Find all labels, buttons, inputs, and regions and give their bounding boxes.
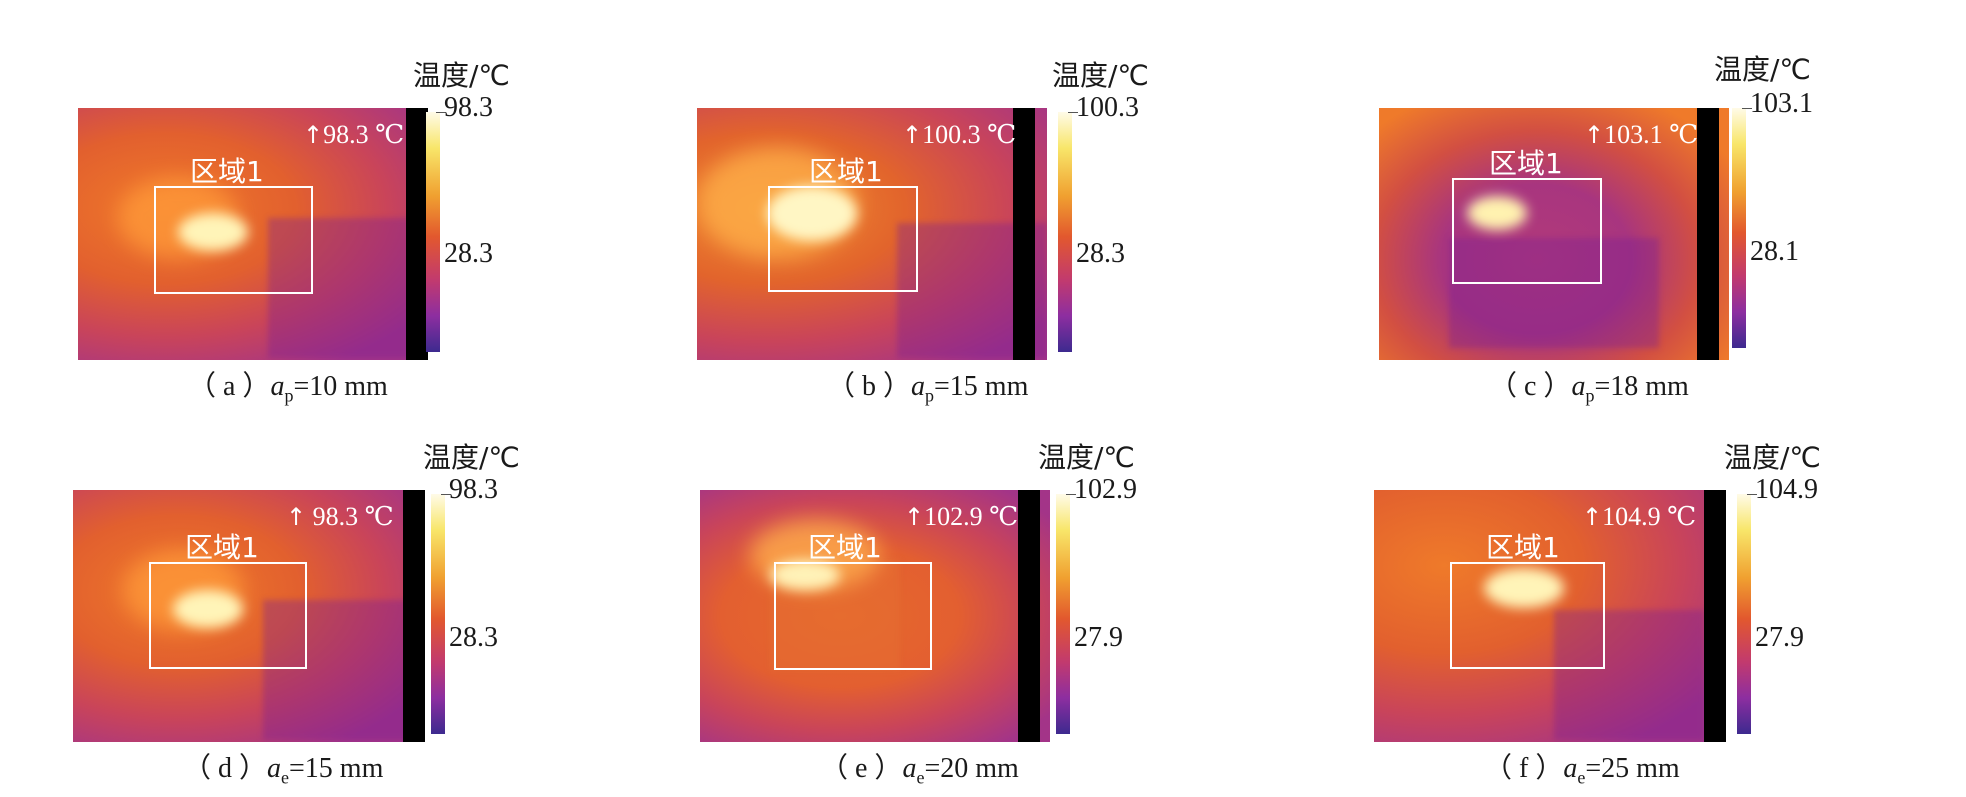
max-temp-label: ↑102.9 ℃ — [904, 502, 1018, 532]
colorbar-mid: 27.9 — [1074, 622, 1123, 653]
region-box — [768, 186, 918, 292]
black-bar — [1013, 108, 1035, 360]
unit-label: 温度/℃ — [1052, 59, 1149, 92]
region-box — [1450, 562, 1605, 669]
max-temp-unit: ℃ — [375, 120, 405, 149]
colorbar — [1732, 108, 1746, 348]
colorbar-max: 103.1 — [1750, 88, 1813, 119]
max-temp-label: ↑104.9 ℃ — [1582, 502, 1696, 532]
max-temp-label: ↑100.3 ℃ — [902, 120, 1016, 150]
max-temp-value: 100.3 — [922, 120, 981, 149]
region-label: 区域1 — [190, 155, 264, 188]
colorbar-max: 98.3 — [444, 92, 493, 123]
thermal-panel-e: 温度/℃ 区域1 ↑102.9 ℃ 102.9 27.9 （ e ）ae=20 … — [700, 440, 1260, 788]
thermal-image — [78, 108, 428, 360]
thermal-panel-f: 温度/℃ 区域1 ↑104.9 ℃ 104.9 27.9 （ f ）ae=25 … — [1374, 440, 1934, 788]
region-box — [149, 562, 307, 669]
max-temp-unit: ℃ — [364, 502, 394, 531]
caption: （ b ）ap=15 mm — [827, 371, 1029, 406]
max-temp-value: 98.3 — [323, 120, 369, 149]
arrow-up-icon: ↑ — [902, 121, 923, 149]
colorbar — [1056, 494, 1070, 734]
thermal-image — [1379, 108, 1729, 360]
max-temp-value: 98.3 — [312, 502, 359, 531]
colorbar-mid: 28.3 — [444, 238, 493, 269]
colorbar-mid: 28.1 — [1750, 236, 1799, 267]
unit-label: 温度/℃ — [423, 441, 520, 474]
region-label: 区域1 — [808, 531, 882, 564]
max-temp-value: 104.9 — [1602, 502, 1661, 531]
colorbar-max: 100.3 — [1076, 92, 1139, 123]
max-temp-unit: ℃ — [987, 120, 1017, 149]
region-label: 区域1 — [1486, 531, 1560, 564]
black-bar — [1704, 490, 1726, 742]
region-box — [774, 562, 932, 670]
colorbar — [1058, 112, 1072, 352]
thermal-panel-d: 温度/℃ 区域1 ↑ 98.3 ℃ 98.3 28.3 （ d ）ae=15 m… — [73, 440, 633, 788]
thermal-image — [1374, 490, 1724, 742]
thermal-panel-a: 温度/℃ 区域1 ↑98.3 ℃ 98.3 28.3 （ a ）ap=10 mm — [78, 58, 638, 406]
caption: （ d ）ae=15 mm — [183, 753, 384, 788]
black-bar — [1018, 490, 1040, 742]
colorbar-max: 104.9 — [1755, 474, 1818, 505]
colorbar-max: 98.3 — [449, 474, 498, 505]
colorbar — [431, 494, 445, 734]
colorbar-max: 102.9 — [1074, 474, 1137, 505]
region-label: 区域1 — [809, 155, 883, 188]
caption: （ a ）ap=10 mm — [188, 371, 388, 406]
max-temp-value: 103.1 — [1604, 120, 1663, 149]
region-box — [1452, 178, 1602, 284]
max-temp-unit: ℃ — [1669, 120, 1699, 149]
region-label: 区域1 — [1489, 147, 1563, 180]
unit-label: 温度/℃ — [1724, 441, 1821, 474]
arrow-up-icon: ↑ — [303, 121, 324, 149]
colorbar — [1737, 494, 1751, 734]
max-temp-unit: ℃ — [989, 502, 1019, 531]
arrow-up-icon: ↑ — [904, 503, 925, 531]
max-temp-label: ↑ 98.3 ℃ — [286, 502, 394, 532]
colorbar-mid: 28.3 — [1076, 238, 1125, 269]
arrow-up-icon: ↑ — [1584, 121, 1605, 149]
caption: （ e ）ae=20 mm — [820, 753, 1019, 788]
black-bar — [1697, 108, 1719, 360]
thermal-panel-c: 温度/℃ 区域1 ↑103.1 ℃ 103.1 28.1 （ c ）ap=18 … — [1379, 53, 1939, 406]
colorbar — [426, 112, 440, 352]
arrow-up-icon: ↑ — [1582, 503, 1603, 531]
max-temp-unit: ℃ — [1667, 502, 1697, 531]
caption: （ f ）ae=25 mm — [1484, 753, 1680, 788]
region-label: 区域1 — [185, 531, 259, 564]
black-bar — [406, 108, 428, 360]
arrow-up-icon: ↑ — [286, 503, 307, 531]
unit-label: 温度/℃ — [413, 59, 510, 92]
max-temp-label: ↑103.1 ℃ — [1584, 120, 1698, 150]
max-temp-value: 102.9 — [924, 502, 983, 531]
thermal-image — [700, 490, 1050, 742]
region-box — [154, 186, 313, 294]
thermal-image — [73, 490, 423, 742]
thermal-panel-b: 温度/℃ 区域1 ↑100.3 ℃ 100.3 28.3 （ b ）ap=15 … — [697, 58, 1257, 406]
max-temp-label: ↑98.3 ℃ — [303, 120, 404, 150]
unit-label: 温度/℃ — [1038, 441, 1135, 474]
caption: （ c ）ap=18 mm — [1489, 371, 1689, 406]
unit-label: 温度/℃ — [1714, 53, 1811, 86]
colorbar-mid: 27.9 — [1755, 622, 1804, 653]
colorbar-mid: 28.3 — [449, 622, 498, 653]
black-bar — [403, 490, 425, 742]
